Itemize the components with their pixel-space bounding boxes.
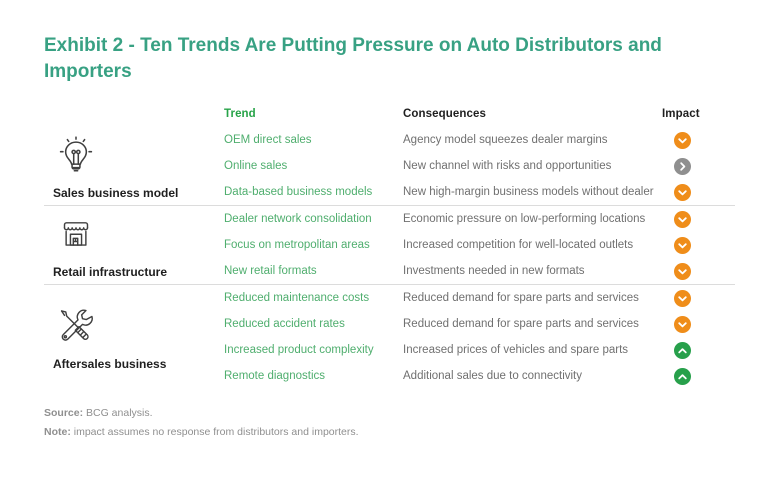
consequence-cell: New high-margin business models without …	[403, 186, 654, 198]
category-cell: Sales business model	[44, 127, 224, 205]
consequence-cell: Increased prices of vehicles and spare p…	[403, 344, 629, 356]
tools-icon	[50, 304, 102, 350]
category-label: Sales business model	[53, 185, 179, 200]
source-line: Source: BCG analysis.	[44, 404, 768, 423]
group-rows: Dealer network consolidation Economic pr…	[224, 206, 735, 284]
impact-cell	[662, 262, 735, 280]
table-row: Dealer network consolidation Economic pr…	[224, 206, 735, 232]
trend-group: Sales business model OEM direct sales Ag…	[44, 127, 735, 205]
impact-up-icon	[674, 341, 691, 359]
table-row: Reduced maintenance costs Reduced demand…	[224, 285, 735, 311]
impact-cell	[662, 236, 735, 254]
table-row: Online sales New channel with risks and …	[224, 153, 735, 179]
exhibit-page: Exhibit 2 - Ten Trends Are Putting Press…	[0, 33, 768, 442]
page-title: Exhibit 2 - Ten Trends Are Putting Press…	[44, 35, 662, 82]
impact-down-icon	[674, 315, 691, 333]
table-row: Data-based business models New high-marg…	[224, 179, 735, 205]
impact-cell	[662, 315, 735, 333]
impact-down-icon	[674, 131, 691, 149]
table-row: OEM direct sales Agency model squeezes d…	[224, 127, 735, 153]
trend-cell: Remote diagnostics	[224, 370, 325, 382]
impact-neutral-icon	[674, 157, 691, 175]
trend-cell: Focus on metropolitan areas	[224, 239, 370, 251]
trend-cell: Dealer network consolidation	[224, 213, 372, 225]
consequence-cell: Increased competition for well-located o…	[403, 239, 634, 251]
impact-cell	[662, 367, 735, 385]
trend-cell: Reduced maintenance costs	[224, 292, 370, 304]
footnotes: Source: BCG analysis. Note: impact assum…	[44, 404, 768, 442]
impact-down-icon	[674, 236, 691, 254]
group-rows: OEM direct sales Agency model squeezes d…	[224, 127, 735, 205]
table-row: Remote diagnostics Additional sales due …	[224, 363, 735, 389]
impact-down-icon	[674, 289, 691, 307]
trend-cell: Online sales	[224, 160, 288, 172]
category-label: Aftersales business	[53, 356, 167, 371]
impact-down-icon	[674, 183, 691, 201]
note-label: Note:	[44, 426, 71, 438]
column-header-trend: Trend	[224, 107, 256, 120]
impact-cell	[662, 183, 735, 201]
impact-down-icon	[674, 210, 691, 228]
trends-table: Trend Consequences Impact Sales business…	[44, 100, 735, 389]
trend-cell: Increased product complexity	[224, 344, 374, 356]
table-body: Sales business model OEM direct sales Ag…	[44, 127, 735, 389]
consequence-cell: Reduced demand for spare parts and servi…	[403, 318, 639, 330]
trend-group: Aftersales business Reduced maintenance …	[44, 284, 735, 389]
lightbulb-icon	[50, 133, 102, 179]
impact-down-icon	[674, 262, 691, 280]
impact-cell	[662, 210, 735, 228]
category-cell: Aftersales business	[44, 285, 224, 389]
impact-cell	[662, 131, 735, 149]
impact-cell	[662, 157, 735, 175]
source-text: BCG analysis.	[86, 407, 153, 419]
note-text: impact assumes no response from distribu…	[73, 426, 359, 438]
source-label: Source:	[44, 407, 84, 419]
note-line: Note: impact assumes no response from di…	[44, 423, 768, 442]
column-header-impact: Impact	[662, 107, 700, 120]
impact-cell	[662, 289, 735, 307]
consequence-cell: Agency model squeezes dealer margins	[403, 134, 608, 146]
table-row: New retail formats Investments needed in…	[224, 258, 735, 284]
trend-cell: Reduced accident rates	[224, 318, 345, 330]
table-row: Reduced accident rates Reduced demand fo…	[224, 311, 735, 337]
consequence-cell: Additional sales due to connectivity	[403, 370, 582, 382]
column-header-consequences: Consequences	[403, 107, 487, 120]
consequence-cell: Reduced demand for spare parts and servi…	[403, 292, 639, 304]
impact-cell	[662, 341, 735, 359]
group-rows: Reduced maintenance costs Reduced demand…	[224, 285, 735, 389]
storefront-icon	[50, 212, 102, 258]
category-cell: Retail infrastructure	[44, 206, 224, 284]
consequence-cell: New channel with risks and opportunities	[403, 160, 612, 172]
category-label: Retail infrastructure	[53, 264, 168, 279]
trend-group: Retail infrastructure Dealer network con…	[44, 205, 735, 284]
consequence-cell: Economic pressure on low-performing loca…	[403, 213, 646, 225]
consequence-cell: Investments needed in new formats	[403, 265, 585, 277]
impact-up-icon	[674, 367, 691, 385]
trend-cell: New retail formats	[224, 265, 317, 277]
table-header-row: Trend Consequences Impact	[44, 100, 735, 127]
table-row: Focus on metropolitan areas Increased co…	[224, 232, 735, 258]
table-row: Increased product complexity Increased p…	[224, 337, 735, 363]
trend-cell: Data-based business models	[224, 186, 373, 198]
trend-cell: OEM direct sales	[224, 134, 312, 146]
